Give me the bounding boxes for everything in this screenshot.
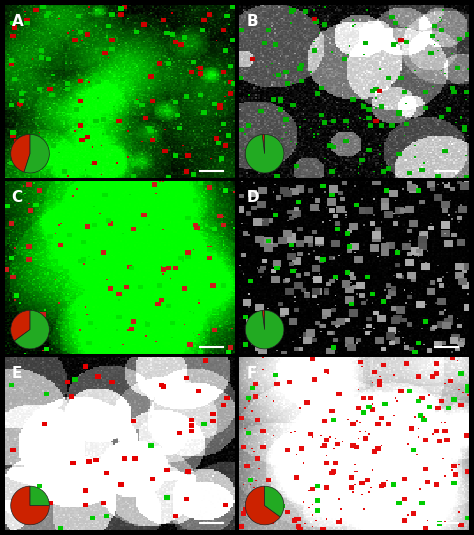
Text: C: C — [12, 190, 23, 205]
Text: E: E — [12, 366, 22, 381]
Text: B: B — [246, 14, 258, 29]
Text: A: A — [12, 14, 23, 29]
Text: F: F — [246, 366, 256, 381]
Text: D: D — [246, 190, 259, 205]
